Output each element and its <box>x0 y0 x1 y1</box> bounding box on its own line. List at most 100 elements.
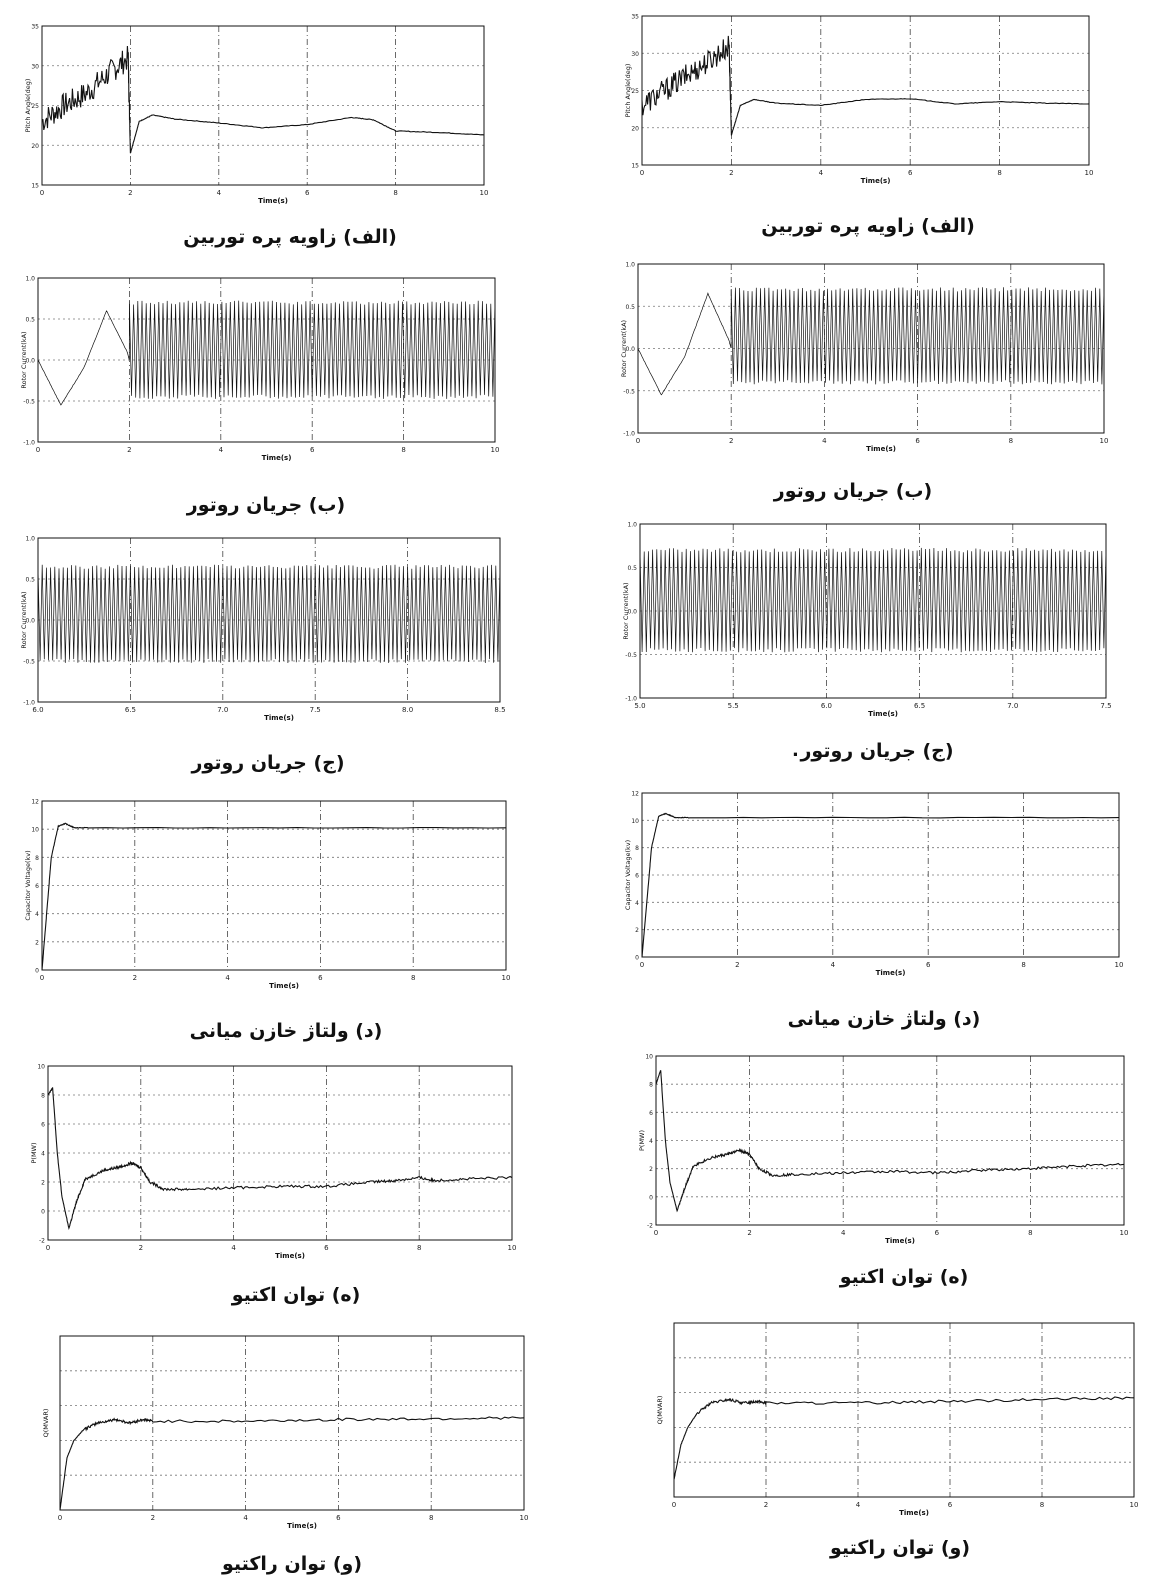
y-tick-label: 0 <box>41 1209 45 1216</box>
pitch-angle-chart-right: 0 2 4 6 8 10 15 20 25 30 35 Time(s) Pitch Angle(deg) <box>624 14 1093 186</box>
y-tick-label: -0.5 <box>623 388 635 395</box>
x-tick-label: 2 <box>128 189 132 197</box>
x-tick-label: 8.5 <box>494 706 505 714</box>
y-tick-label: 25 <box>31 103 39 110</box>
y-tick-label: -0.5 <box>625 652 637 659</box>
y-tick-label: 12 <box>631 791 639 798</box>
x-tick-label: 8 <box>1040 1501 1044 1509</box>
y-tick-label: -1.0 <box>625 696 637 703</box>
y-tick-label: 6 <box>41 1122 45 1129</box>
x-tick-label: 2 <box>133 974 137 982</box>
x-tick-label: 6 <box>324 1244 329 1252</box>
panel-rotor-current-right: 0 2 4 6 8 10 -1.0 -0.5 0.0 0.5 1.0 Time(s) Rotor Cur… <box>618 258 1112 454</box>
series-line <box>59 1416 525 1510</box>
y-tick-label: 2 <box>41 1180 45 1187</box>
x-tick-label: 0 <box>36 446 40 454</box>
rotor-current-chart-left: 0 2 4 6 8 10 -1.0 -0.5 0.0 0.5 1.0 Time(s) Rotor Cur… <box>20 276 500 463</box>
series-line <box>37 300 496 406</box>
plot-frame <box>637 263 1105 434</box>
y-tick-label: 0.5 <box>625 304 635 311</box>
x-axis-label: Time(s) <box>287 1522 317 1530</box>
y-axis-label: Q(MVAR) <box>656 1396 664 1425</box>
x-tick-label: 8 <box>411 974 415 982</box>
panel-rotor-current-left: 0 2 4 6 8 10 -1.0 -0.5 0.0 0.5 1.0 Time(s) Rotor Cur… <box>18 272 503 463</box>
plot-frame <box>641 792 1120 958</box>
x-tick-label: 10 <box>520 1514 529 1522</box>
y-tick-label: 25 <box>631 88 639 95</box>
plot-frame <box>41 25 485 186</box>
y-tick-label: 0 <box>649 1194 653 1201</box>
series-line <box>47 1087 513 1231</box>
caption-rotor-current-right: (ب) جریان روتور <box>773 480 933 502</box>
rotor-current-zoom-chart-right: 5.0 5.5 6.0 6.5 7.0 7.5 -1.0 -0.5 0.0 0.5 1.0 Time(… <box>622 522 1112 719</box>
x-tick-label: 10 <box>502 974 511 982</box>
x-tick-label: 4 <box>225 974 230 982</box>
x-tick-label: 0 <box>46 1244 50 1252</box>
x-tick-label: 8 <box>429 1514 433 1522</box>
panel-active-power-left: 0 2 4 6 8 10 -2 0 2 4 6 8 10 Time(s) P(MW) <box>28 1060 520 1261</box>
series-line <box>37 564 501 664</box>
x-tick-label: 10 <box>480 189 489 197</box>
x-tick-label: 6 <box>908 169 913 177</box>
x-axis-label: Time(s) <box>861 177 891 185</box>
y-tick-label: 6 <box>35 883 39 890</box>
y-tick-label: 0 <box>635 955 639 962</box>
pitch-angle-chart-left: 0 2 4 6 8 10 15 20 25 30 35 Time(s) Pitch Angle(deg) <box>24 24 489 206</box>
y-axis-label: Capacitor Voltage(kv) <box>624 840 632 910</box>
x-tick-label: 2 <box>747 1229 751 1237</box>
panel-reactive-power-right: 0 2 4 6 8 10 Time(s) Q(MVAR) <box>654 1317 1142 1517</box>
x-axis-label: Time(s) <box>876 969 906 977</box>
x-tick-label: 4 <box>243 1514 248 1522</box>
caption-active-power-right: (ه) توان اکتیو <box>839 1266 969 1288</box>
y-tick-label: 4 <box>649 1138 653 1145</box>
x-tick-label: 4 <box>822 437 827 445</box>
y-tick-label: -2 <box>647 1223 653 1230</box>
x-tick-label: 2 <box>764 1501 768 1509</box>
caption-rotor-current-zoom-right: (ج) جریان روتور <box>800 740 954 762</box>
caption-pitch-angle-left: (الف) زاویه پره توربین <box>183 226 397 248</box>
panel-reactive-power-left: 0 2 4 6 8 10 Time(s) Q(MVAR) <box>40 1330 532 1530</box>
plot-frame <box>641 15 1090 166</box>
y-tick-label: 2 <box>35 939 39 946</box>
y-tick-label: 0.5 <box>25 317 35 324</box>
x-tick-label: 8 <box>393 189 397 197</box>
x-tick-label: 7.0 <box>1007 702 1018 710</box>
series-line <box>637 287 1105 396</box>
y-tick-label: 8 <box>41 1093 45 1100</box>
y-tick-label: 35 <box>31 24 39 31</box>
x-tick-label: 4 <box>856 1501 861 1509</box>
x-tick-label: 8 <box>1028 1229 1032 1237</box>
reactive-power-chart-right: 0 2 4 6 8 10 Time(s) Q(MVAR) <box>656 1322 1138 1517</box>
y-tick-label: 20 <box>631 125 639 132</box>
x-tick-label: 4 <box>217 189 222 197</box>
x-tick-label: 0 <box>672 1501 676 1509</box>
y-tick-label: 30 <box>631 51 639 58</box>
y-axis-label: P(MW) <box>638 1130 646 1151</box>
x-tick-label: 4 <box>231 1244 236 1252</box>
y-axis-label: P(MW) <box>30 1142 38 1163</box>
plot-frame <box>673 1322 1135 1498</box>
x-tick-label: 6.5 <box>125 706 136 714</box>
x-tick-label: 6.0 <box>32 706 43 714</box>
x-axis-label: Time(s) <box>899 1509 929 1517</box>
caption-capacitor-voltage-left: (د) ولتاژ خازن میانی <box>189 1020 383 1042</box>
caption-reactive-power-right: (و) توان راکتیو <box>829 1537 971 1559</box>
y-tick-label: -1.0 <box>23 440 35 447</box>
x-tick-label: 0 <box>654 1229 658 1237</box>
y-tick-label: -1.0 <box>23 700 35 707</box>
x-tick-label: 5.5 <box>728 702 739 710</box>
x-tick-label: 6 <box>915 437 920 445</box>
plot-frame <box>37 537 501 703</box>
y-tick-label: 1.0 <box>625 262 635 269</box>
y-tick-label: -0.5 <box>23 659 35 666</box>
caption-rotor-current-left: (ب) جریان روتور <box>186 494 346 516</box>
y-axis-label: Rotor Current(kA) <box>20 331 28 388</box>
x-tick-label: 10 <box>491 446 500 454</box>
x-tick-label: 6 <box>305 189 310 197</box>
x-tick-label: 8 <box>1021 961 1025 969</box>
panel-rotor-current-zoom-right: 5.0 5.5 6.0 6.5 7.0 7.5 -1.0 -0.5 0.0 0.5 1.0 Time(… <box>620 518 1114 719</box>
x-axis-label: Time(s) <box>275 1252 305 1260</box>
plot-frame <box>639 523 1107 699</box>
x-tick-label: 8 <box>401 446 405 454</box>
x-axis-label: Time(s) <box>269 982 299 990</box>
